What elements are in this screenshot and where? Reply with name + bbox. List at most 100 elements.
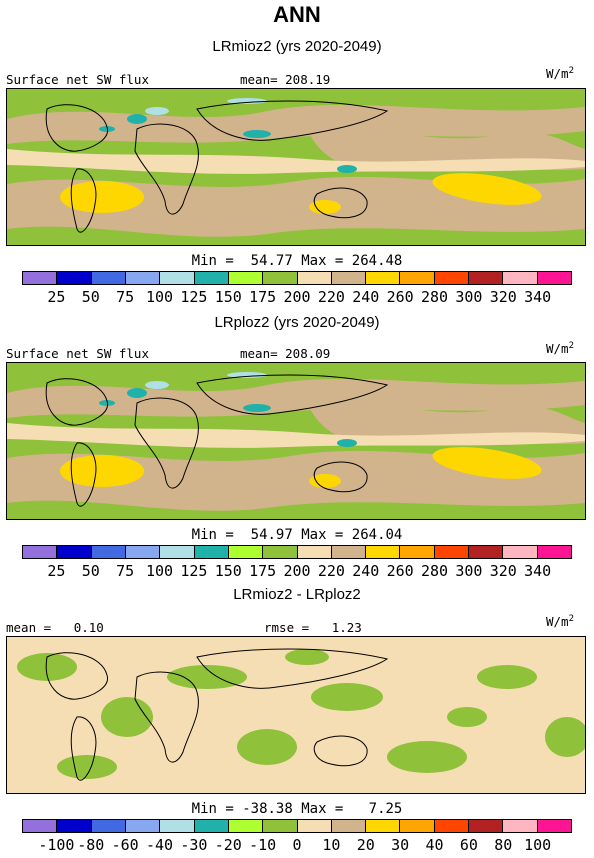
colorbar-tick-label: 25 bbox=[47, 288, 66, 306]
colorbar-box bbox=[331, 272, 367, 284]
colorbar-box bbox=[23, 272, 58, 284]
colorbar-box bbox=[160, 272, 195, 284]
colorbar-tick-label: 100 bbox=[145, 562, 174, 580]
colorbar-tick-label: 30 bbox=[391, 836, 410, 854]
colorbar-tick-label: 40 bbox=[425, 836, 444, 854]
colorbar-box bbox=[194, 546, 229, 558]
colorbar-box bbox=[503, 272, 538, 284]
colorbar-tick-label: 340 bbox=[524, 562, 552, 580]
colorbar-box bbox=[331, 820, 367, 832]
colorbar-box bbox=[400, 272, 435, 284]
panel-3-mean-label: mean = 0.10 bbox=[6, 620, 104, 635]
colorbar-box bbox=[400, 820, 435, 832]
colorbar-box bbox=[503, 820, 538, 832]
colorbar-box bbox=[160, 820, 195, 832]
panel-3-min-max: Min = -38.38 Max = 7.25 bbox=[191, 801, 403, 817]
colorbar-box bbox=[297, 272, 332, 284]
colorbar-box bbox=[91, 546, 126, 558]
colorbar-tick-label: 240 bbox=[352, 288, 380, 306]
colorbar-box bbox=[366, 820, 401, 832]
colorbar-box bbox=[194, 820, 229, 832]
colorbar-box bbox=[434, 546, 470, 558]
colorbar-tick-label: 240 bbox=[352, 562, 380, 580]
panel-1-colorbar bbox=[22, 271, 572, 285]
map-field bbox=[7, 637, 585, 793]
colorbar-tick-label: 260 bbox=[386, 562, 414, 580]
colorbar-box bbox=[469, 546, 504, 558]
colorbar-box bbox=[400, 546, 435, 558]
colorbar-box bbox=[23, 820, 58, 832]
colorbar-box bbox=[331, 546, 367, 558]
colorbar-box bbox=[263, 272, 298, 284]
colorbar-tick-label: 200 bbox=[283, 288, 311, 306]
colorbar-box bbox=[434, 272, 470, 284]
colorbar-tick-label: 10 bbox=[322, 836, 341, 854]
colorbar-tick-label: -10 bbox=[249, 836, 277, 854]
colorbar-box bbox=[125, 546, 161, 558]
panel-1-colorbar-ticks: 25 50 75 100 125 150 175 200 220 240 260 280 300 320 3… bbox=[22, 288, 572, 306]
colorbar-box bbox=[57, 272, 92, 284]
colorbar-tick-label: 60 bbox=[459, 836, 478, 854]
colorbar-box bbox=[537, 546, 571, 558]
panel-1-mean-label: mean= 208.19 bbox=[240, 72, 331, 87]
panel-1-units: W/m2 bbox=[546, 66, 574, 82]
colorbar-box bbox=[160, 546, 195, 558]
colorbar-box bbox=[91, 272, 126, 284]
colorbar-tick-label: 175 bbox=[249, 288, 277, 306]
colorbar-tick-label: 20 bbox=[356, 836, 375, 854]
colorbar-box bbox=[228, 546, 264, 558]
colorbar-tick-label: 125 bbox=[180, 562, 208, 580]
colorbar-box bbox=[537, 820, 571, 832]
colorbar-box bbox=[469, 820, 504, 832]
colorbar-box bbox=[366, 272, 401, 284]
colorbar-box bbox=[57, 820, 92, 832]
panel-3-map bbox=[6, 636, 586, 794]
panel-2-colorbar bbox=[22, 545, 572, 559]
panel-2-variable-label: Surface net SW flux bbox=[6, 346, 149, 361]
colorbar-tick-label: 340 bbox=[524, 288, 552, 306]
colorbar-box bbox=[263, 820, 298, 832]
panel-1-min-max: Min = 54.77 Max = 264.48 bbox=[191, 253, 403, 269]
colorbar-tick-label: 75 bbox=[116, 288, 135, 306]
map-field bbox=[7, 89, 585, 245]
panel-2-title: LRploz2 (yrs 2020-2049) bbox=[214, 314, 380, 331]
colorbar-tick-label: 300 bbox=[455, 288, 483, 306]
colorbar-tick-label: 0 bbox=[292, 836, 302, 854]
colorbar-tick-label: 25 bbox=[47, 562, 66, 580]
figure-title: ANN bbox=[273, 2, 321, 27]
colorbar-box bbox=[125, 820, 161, 832]
panel-3-colorbar bbox=[22, 819, 572, 833]
colorbar-box bbox=[263, 546, 298, 558]
colorbar-box bbox=[503, 546, 538, 558]
colorbar-tick-label: 50 bbox=[81, 562, 100, 580]
panel-2-units: W/m2 bbox=[546, 341, 574, 357]
panel-1-variable-label: Surface net SW flux bbox=[6, 72, 149, 87]
colorbar-box bbox=[91, 820, 126, 832]
colorbar-tick-label: 300 bbox=[455, 562, 483, 580]
colorbar-tick-label: 280 bbox=[420, 288, 449, 306]
panel-2-min-max: Min = 54.97 Max = 264.04 bbox=[191, 527, 403, 543]
colorbar-tick-label: -20 bbox=[214, 836, 242, 854]
colorbar-tick-label: 150 bbox=[214, 562, 242, 580]
panel-3-rmse-label: rmse = 1.23 bbox=[264, 620, 362, 635]
colorbar-tick-label: 100 bbox=[145, 288, 174, 306]
panel-2-map bbox=[6, 362, 586, 520]
colorbar-box bbox=[23, 546, 58, 558]
map-field bbox=[7, 363, 585, 519]
colorbar-box bbox=[537, 272, 571, 284]
colorbar-tick-label: 280 bbox=[420, 562, 449, 580]
colorbar-box bbox=[194, 272, 229, 284]
colorbar-box bbox=[57, 546, 92, 558]
colorbar-tick-label: 80 bbox=[494, 836, 513, 854]
colorbar-box bbox=[297, 820, 332, 832]
panel-1-map bbox=[6, 88, 586, 246]
colorbar-tick-label: -80 bbox=[77, 836, 105, 854]
panel-3-title: LRmioz2 - LRploz2 bbox=[233, 586, 361, 603]
colorbar-tick-label: 75 bbox=[116, 562, 135, 580]
colorbar-tick-label: 220 bbox=[317, 288, 345, 306]
panel-1-title: LRmioz2 (yrs 2020-2049) bbox=[212, 38, 382, 55]
colorbar-tick-label: 100 bbox=[524, 836, 552, 854]
colorbar-box bbox=[125, 272, 161, 284]
colorbar-box bbox=[228, 820, 264, 832]
panel-2-mean-label: mean= 208.09 bbox=[240, 346, 331, 361]
